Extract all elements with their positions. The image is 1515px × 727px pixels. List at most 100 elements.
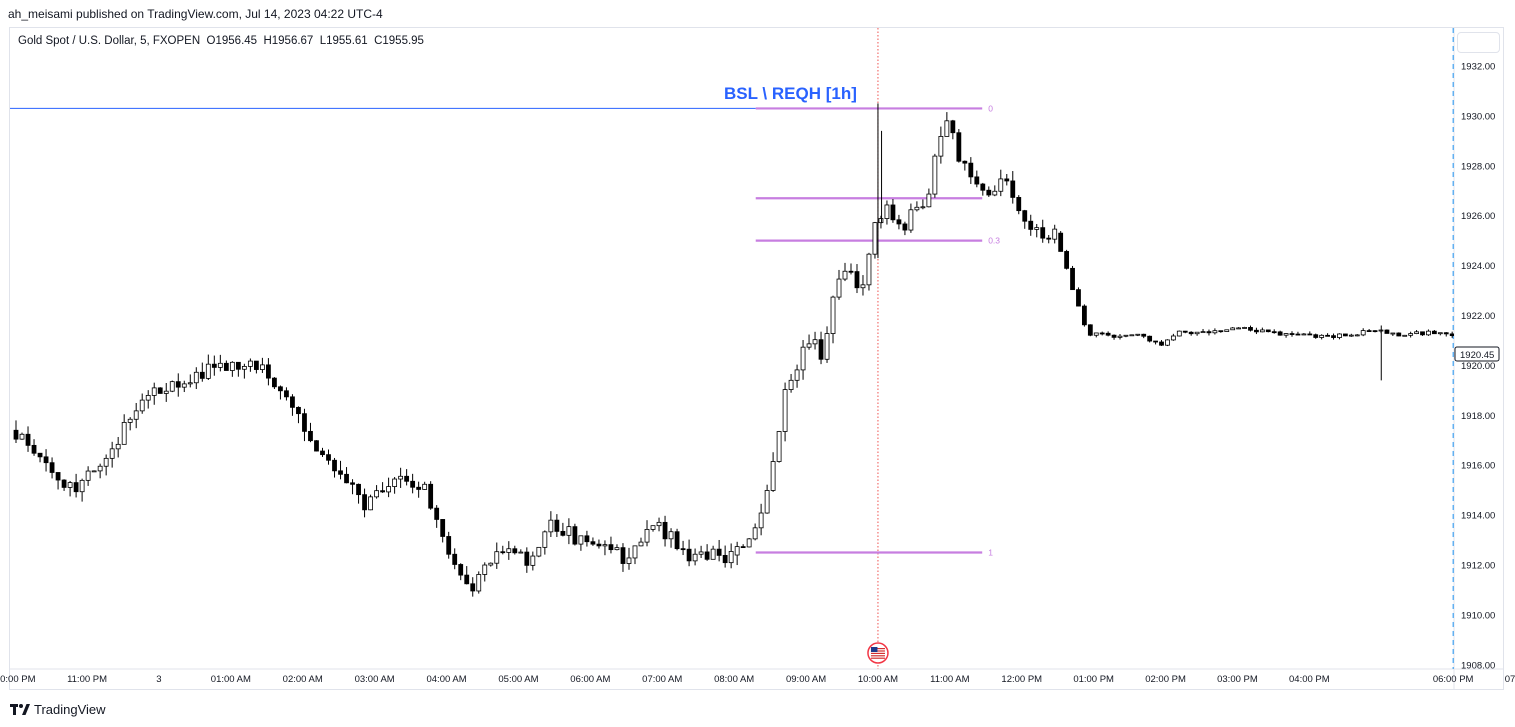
time-axis[interactable]: 10:00 PM11:00 PM301:00 AM02:00 AM03:00 A…	[0, 674, 1515, 685]
candle[interactable]	[1403, 335, 1407, 336]
candle[interactable]	[1124, 335, 1128, 337]
candle[interactable]	[963, 160, 967, 170]
candle[interactable]	[711, 546, 715, 560]
candle[interactable]	[585, 531, 589, 547]
candle[interactable]	[597, 540, 601, 549]
candle[interactable]	[1409, 332, 1413, 338]
candle[interactable]	[302, 409, 306, 441]
candle[interactable]	[1421, 332, 1425, 336]
candle[interactable]	[627, 548, 631, 570]
candle[interactable]	[320, 448, 324, 457]
candle[interactable]	[62, 479, 66, 491]
candle[interactable]	[1444, 332, 1448, 336]
candle[interactable]	[333, 458, 337, 478]
candle[interactable]	[1148, 336, 1152, 343]
candle[interactable]	[501, 546, 505, 555]
candle[interactable]	[92, 470, 96, 472]
candle[interactable]	[549, 511, 553, 537]
candle[interactable]	[819, 332, 823, 364]
candle[interactable]	[182, 381, 186, 392]
candle[interactable]	[903, 222, 907, 235]
candle[interactable]	[1017, 195, 1021, 214]
candle[interactable]	[122, 414, 126, 444]
candle[interactable]	[1296, 332, 1300, 335]
candle[interactable]	[987, 186, 991, 197]
candle[interactable]	[789, 374, 793, 393]
candle[interactable]	[284, 387, 288, 400]
candle[interactable]	[687, 540, 691, 567]
candle[interactable]	[669, 528, 673, 548]
candle[interactable]	[1509, 332, 1513, 335]
candle[interactable]	[1254, 328, 1258, 334]
candle[interactable]	[1332, 334, 1336, 340]
candle[interactable]	[266, 358, 270, 385]
candle[interactable]	[645, 520, 649, 546]
candle[interactable]	[1343, 334, 1347, 336]
candle[interactable]	[825, 326, 829, 363]
candle[interactable]	[1094, 333, 1098, 338]
candle[interactable]	[1142, 334, 1146, 338]
candle[interactable]	[675, 529, 679, 551]
candle[interactable]	[1201, 329, 1205, 333]
candle[interactable]	[897, 215, 901, 229]
candle[interactable]	[531, 552, 535, 571]
candle[interactable]	[1272, 329, 1276, 333]
candle[interactable]	[1326, 333, 1330, 336]
candle[interactable]	[1106, 331, 1110, 336]
candle[interactable]	[1456, 335, 1460, 337]
candle[interactable]	[170, 381, 174, 393]
candle[interactable]	[1195, 332, 1199, 336]
candle[interactable]	[717, 540, 721, 561]
candle[interactable]	[14, 420, 18, 443]
candle[interactable]	[38, 453, 42, 462]
candle[interactable]	[921, 199, 925, 209]
candle[interactable]	[1160, 340, 1164, 346]
candle[interactable]	[681, 541, 685, 555]
candle[interactable]	[1504, 331, 1508, 335]
candle[interactable]	[1498, 330, 1502, 335]
candle[interactable]	[152, 383, 156, 405]
candle[interactable]	[1415, 330, 1419, 334]
candle[interactable]	[56, 472, 60, 489]
candle[interactable]	[477, 571, 481, 593]
candle[interactable]	[1041, 220, 1045, 243]
candle[interactable]	[1059, 231, 1063, 252]
candle[interactable]	[1486, 333, 1490, 335]
candle[interactable]	[399, 468, 403, 488]
candle[interactable]	[609, 537, 613, 554]
candle[interactable]	[1314, 334, 1318, 339]
candle[interactable]	[411, 474, 415, 493]
candle[interactable]	[32, 439, 36, 456]
candle[interactable]	[1302, 333, 1306, 335]
candle[interactable]	[1468, 334, 1472, 339]
candle[interactable]	[729, 543, 733, 568]
candle[interactable]	[296, 406, 300, 423]
candle[interactable]	[1397, 332, 1401, 336]
candle[interactable]	[314, 440, 318, 451]
candle[interactable]	[86, 466, 90, 486]
candle[interactable]	[98, 464, 102, 479]
candle[interactable]	[1260, 328, 1264, 333]
candle[interactable]	[441, 519, 445, 542]
candle[interactable]	[1171, 334, 1175, 341]
candle[interactable]	[327, 449, 331, 464]
candle[interactable]	[1011, 171, 1015, 204]
candle[interactable]	[1177, 331, 1181, 337]
chart-control-box[interactable]	[1457, 32, 1500, 53]
candle[interactable]	[843, 263, 847, 281]
candle[interactable]	[381, 482, 385, 493]
candle[interactable]	[393, 477, 397, 494]
candle[interactable]	[387, 478, 391, 497]
candle[interactable]	[429, 481, 433, 510]
candle[interactable]	[543, 530, 547, 554]
candle[interactable]	[200, 363, 204, 382]
candle[interactable]	[110, 442, 114, 468]
candle[interactable]	[885, 200, 889, 224]
candle[interactable]	[50, 457, 54, 478]
candle[interactable]	[146, 390, 150, 408]
candle[interactable]	[1088, 324, 1092, 336]
candle[interactable]	[1136, 334, 1140, 336]
candle[interactable]	[489, 562, 493, 566]
footer-brand[interactable]: TradingView	[10, 702, 106, 717]
